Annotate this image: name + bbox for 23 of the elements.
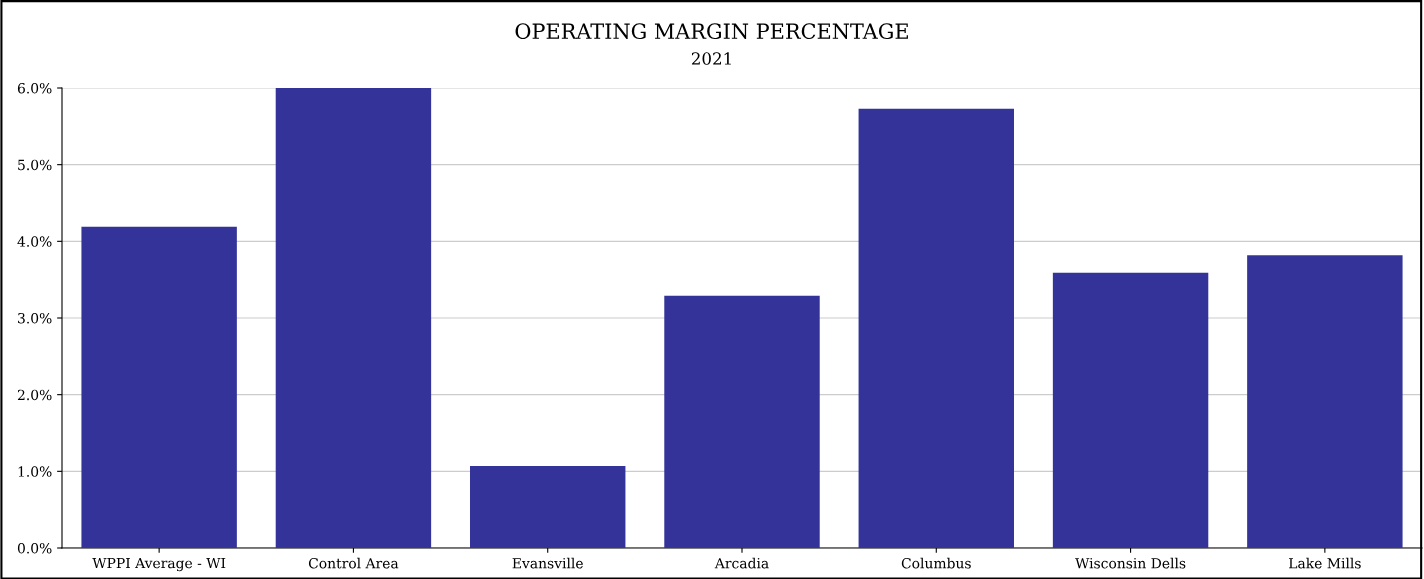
x-tick-label: Columbus xyxy=(901,557,971,569)
x-tick-label: Control Area xyxy=(308,557,399,569)
y-tick-label: 0.0% xyxy=(17,542,52,554)
x-tick-label: Arcadia xyxy=(714,557,769,569)
x-tick-label: WPPI Average - WI xyxy=(92,557,226,572)
bar xyxy=(1247,255,1403,548)
chart-title: OPERATING MARGIN PERCENTAGE xyxy=(515,23,908,40)
bar xyxy=(1052,272,1209,548)
x-tick-label: Lake Mills xyxy=(1289,557,1361,569)
x-tick-label: Evansville xyxy=(512,557,583,569)
bar xyxy=(470,465,626,548)
bar xyxy=(664,295,820,548)
y-tick-label: 3.0% xyxy=(18,312,52,324)
y-tick-label: 5.0% xyxy=(18,159,52,171)
chart-subtitle: 2021 xyxy=(691,52,731,65)
bar xyxy=(275,88,432,548)
y-tick-label: 6.0% xyxy=(17,82,52,94)
x-tick-label: Wisconsin Dells xyxy=(1075,557,1186,569)
bar xyxy=(858,108,1014,548)
y-tick-label: 2.0% xyxy=(17,389,52,401)
bar xyxy=(81,226,237,548)
y-tick-label: 4.0% xyxy=(17,236,52,247)
y-tick-label: 1.0% xyxy=(18,466,52,477)
